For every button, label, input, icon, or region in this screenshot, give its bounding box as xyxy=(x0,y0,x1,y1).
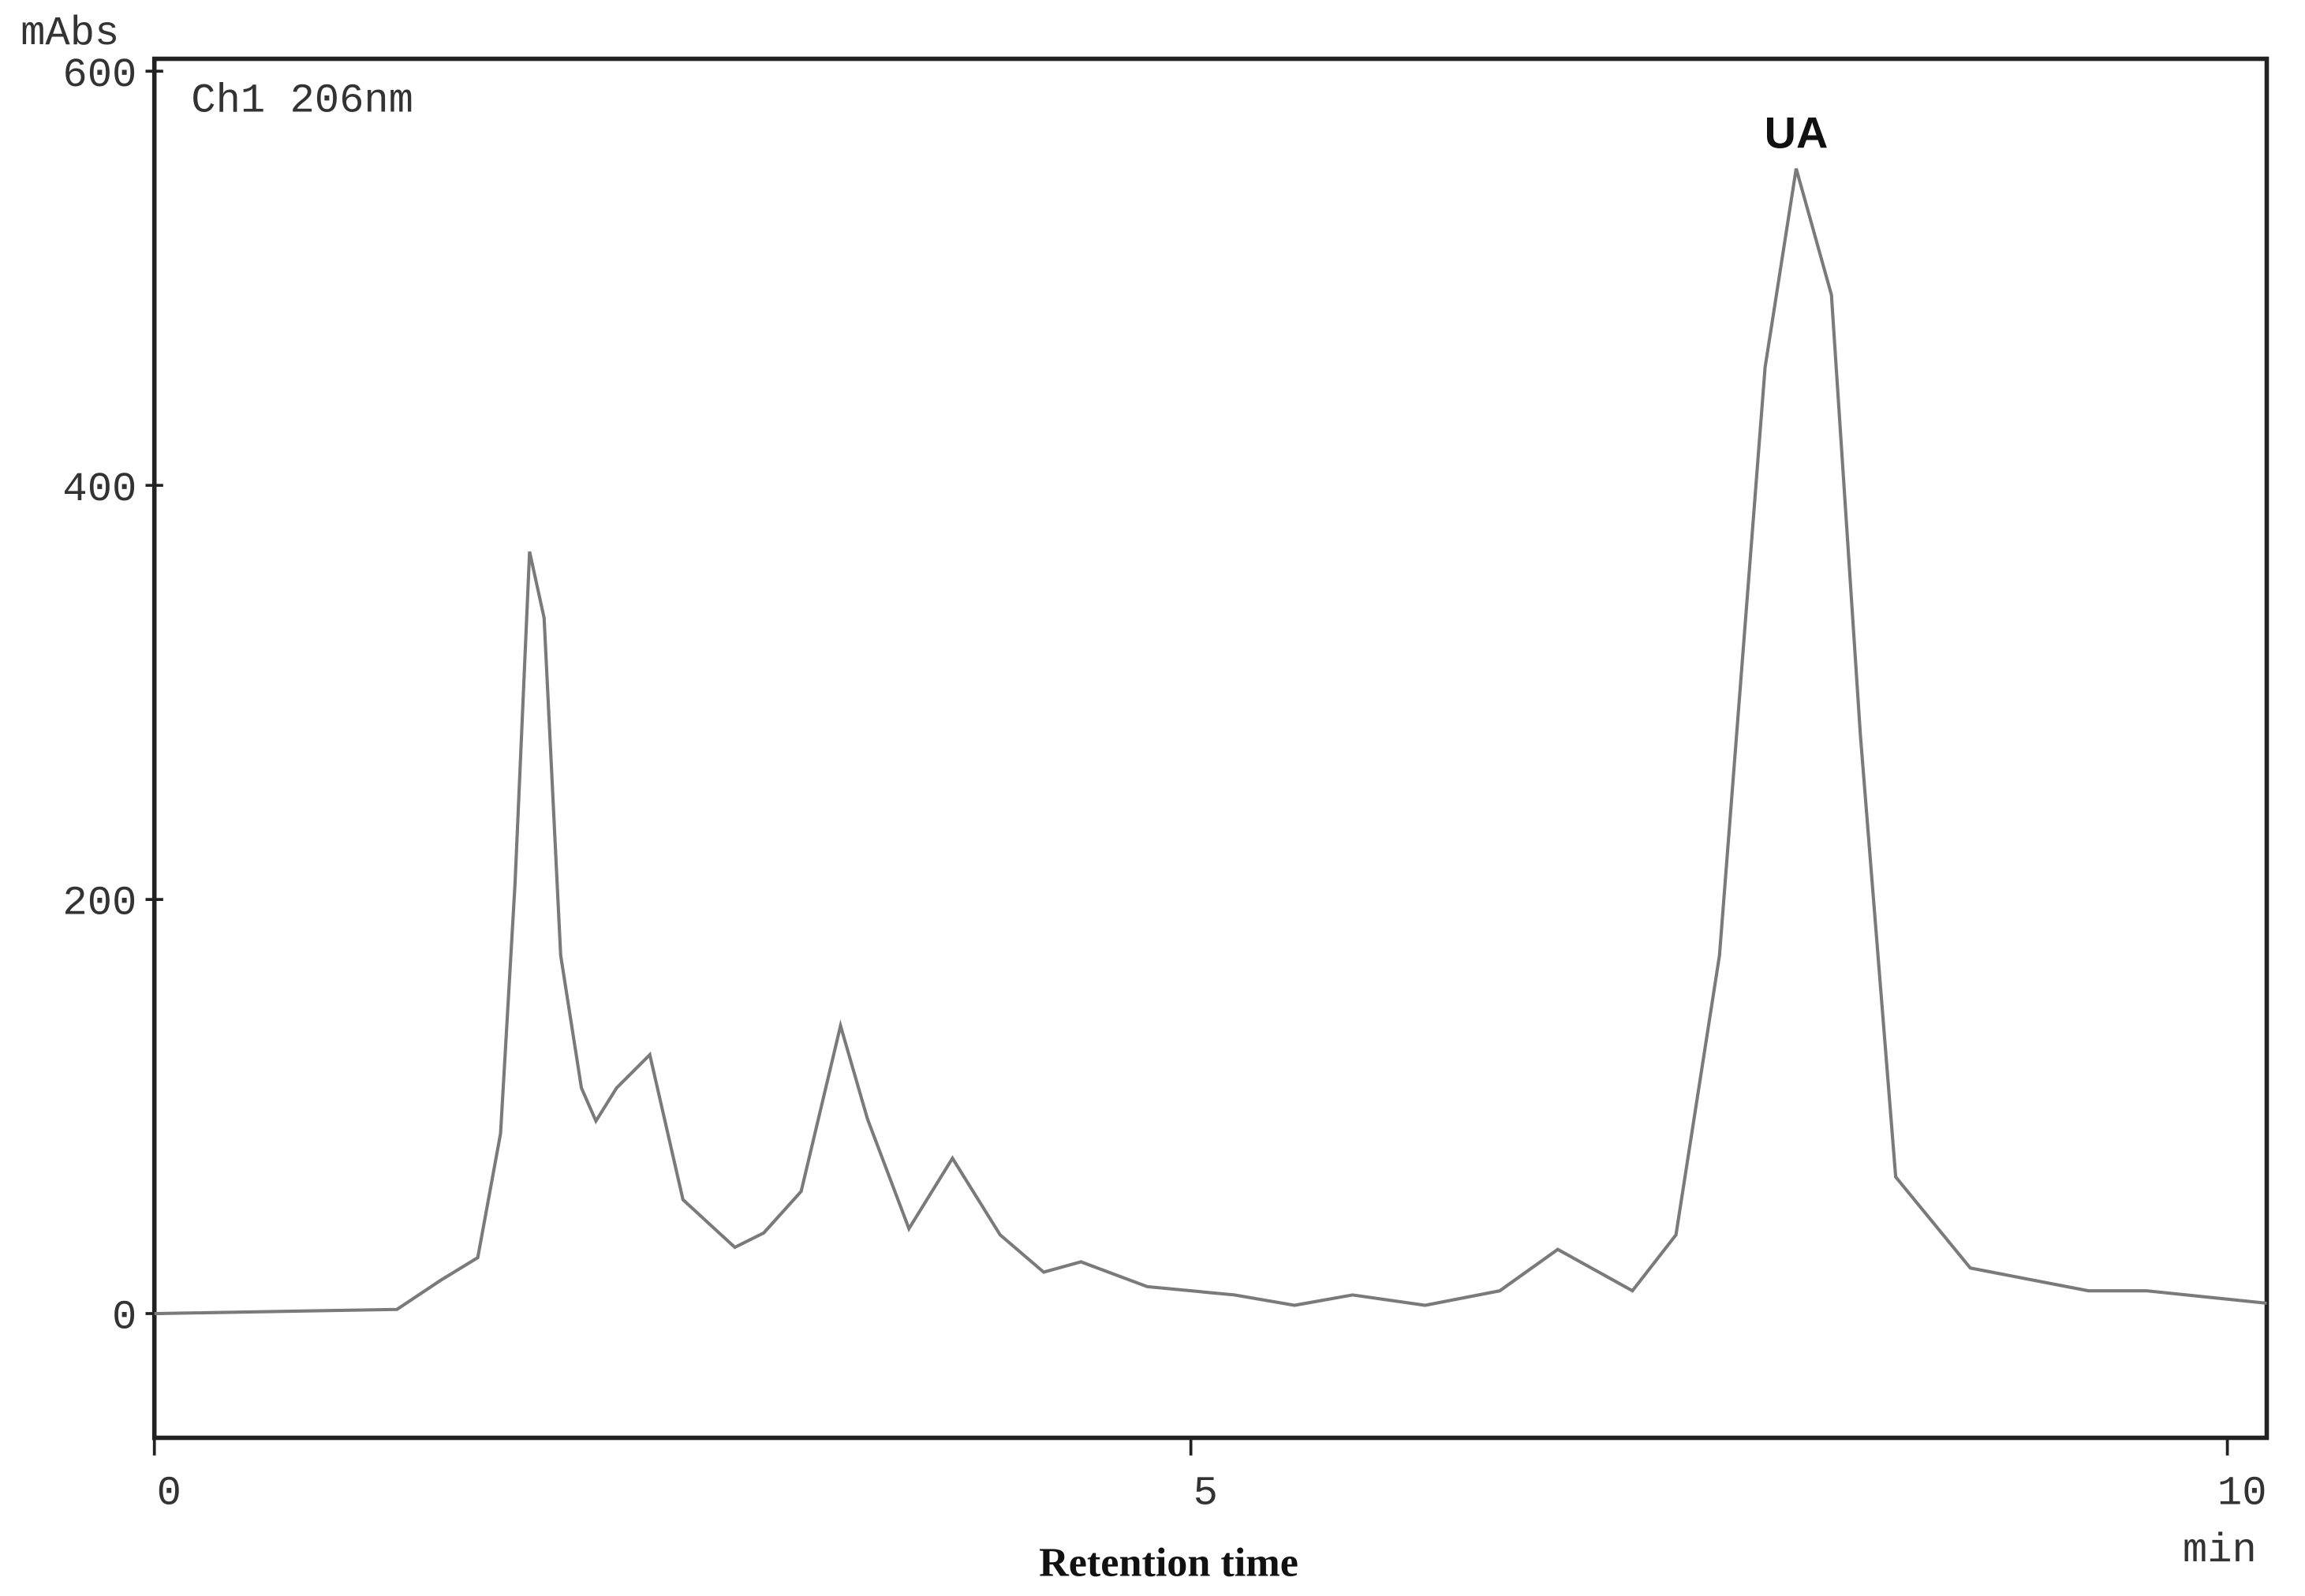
y-tick-label: 200 xyxy=(62,880,136,927)
peak-annotation: UA xyxy=(1765,108,1829,158)
y-tick-label: 0 xyxy=(112,1295,136,1341)
x-tick-label: 5 xyxy=(1194,1470,1218,1516)
x-unit-label: min xyxy=(2183,1527,2257,1574)
x-tick-label: 0 xyxy=(157,1470,181,1516)
plot-frame xyxy=(151,56,2270,1441)
x-axis-label: Retention time xyxy=(1039,1541,1298,1586)
channel-label: Ch1 206nm xyxy=(191,78,413,125)
chromatogram-line xyxy=(154,168,2267,1316)
y-tick-label: 400 xyxy=(62,466,136,513)
x-tick-label: 10 xyxy=(2217,1470,2267,1516)
y-tick-label: 600 xyxy=(62,52,136,99)
y-axis-label: mAbs xyxy=(21,10,119,57)
